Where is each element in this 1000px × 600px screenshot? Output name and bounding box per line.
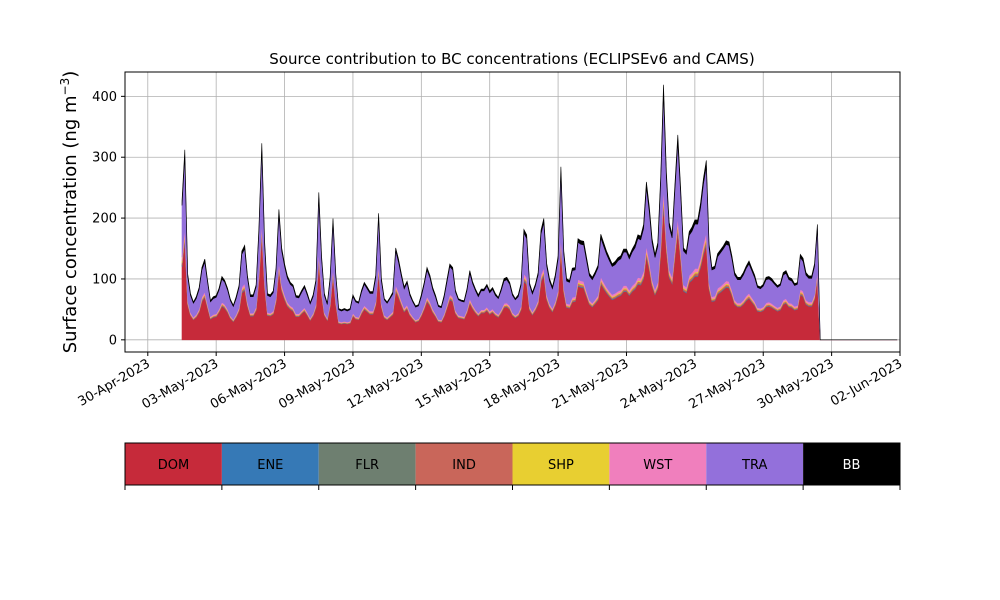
x-tick-label: 12-May-2023 (345, 356, 427, 412)
y-tick-label: 0 (109, 333, 117, 348)
axes-frame (124, 71, 901, 353)
chart-title: Source contribution to BC concentrations… (269, 50, 754, 68)
y-tick-label: 100 (92, 272, 117, 287)
legend-swatch-bb (803, 443, 900, 485)
x-tick-label: 03-May-2023 (139, 356, 221, 412)
y-axis-label: Surface concentration (ng m−3) (58, 71, 81, 354)
legend-swatch-shp (512, 443, 610, 485)
x-tick-label: 06-May-2023 (208, 356, 290, 412)
legend-swatch-wst (609, 443, 707, 485)
legend-label-ind: IND (452, 458, 476, 473)
y-axis-ticks: 0 100 200 300 400 (92, 90, 125, 348)
legend-label-wst: WST (643, 458, 672, 473)
x-tick-label: 09-May-2023 (276, 356, 358, 412)
legend-label-tra: TRA (741, 458, 767, 473)
x-tick-label: 24-May-2023 (618, 356, 700, 412)
legend-swatch-dom (125, 443, 222, 485)
y-tick-label: 200 (92, 212, 117, 227)
x-tick-label: 18-May-2023 (481, 356, 563, 412)
legend-swatch-tra (706, 443, 804, 485)
x-axis-ticks: 30-Apr-202303-May-202306-May-202309-May-… (76, 352, 905, 412)
x-tick-label: 27-May-2023 (687, 356, 769, 412)
legend-swatch-ind (415, 443, 513, 485)
y-axis-label-main: Surface concentration (ng m (60, 95, 81, 353)
legend-swatch-ene (221, 443, 319, 485)
legend-label-bb: BB (843, 458, 861, 473)
plot-area: 0 100 200 300 400 30-Apr-202303-May-202306-M… (76, 71, 905, 412)
legend-colorbar: DOM ENE FLR IND SHP WST TRA BB (124, 442, 901, 490)
legend-label-ene: ENE (257, 458, 283, 473)
x-tick-label: 21-May-2023 (550, 356, 632, 412)
y-axis-label-superscript: −3 (58, 78, 72, 96)
y-tick-label: 300 (92, 151, 117, 166)
legend-label-dom: DOM (158, 458, 189, 473)
legend-swatch-flr (318, 443, 416, 485)
y-tick-label: 400 (92, 90, 117, 105)
x-tick-label: 02-Jun-2023 (828, 356, 905, 409)
x-tick-label: 30-May-2023 (755, 356, 837, 412)
legend-label-flr: FLR (355, 458, 379, 473)
x-tick-label: 15-May-2023 (413, 356, 495, 412)
area-series-bb (181, 84, 898, 341)
stacked-areas (181, 84, 898, 341)
legend-label-shp: SHP (548, 458, 574, 473)
y-axis-label-close: ) (60, 71, 81, 78)
